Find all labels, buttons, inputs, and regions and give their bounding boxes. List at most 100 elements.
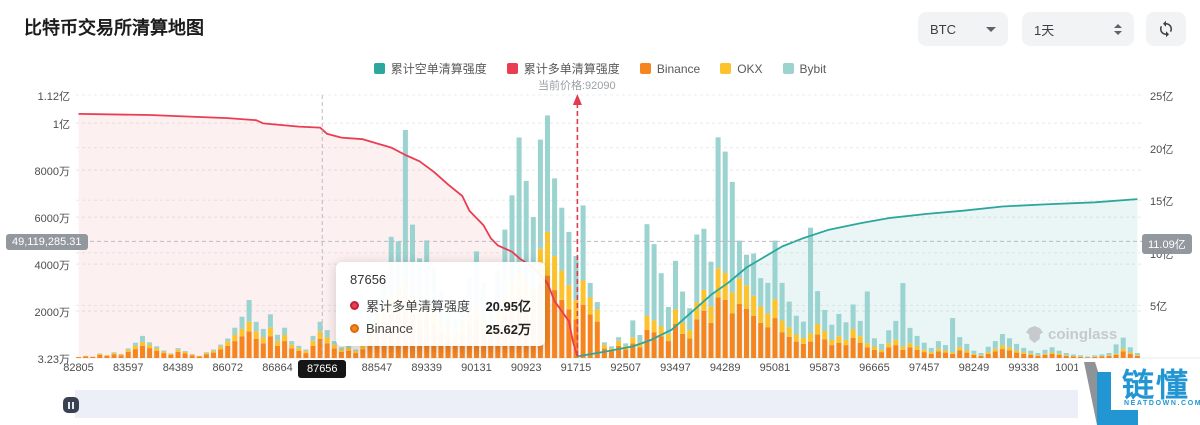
bar-segment-bybit[interactable] [985, 346, 991, 353]
bar-segment-bybit[interactable] [964, 343, 970, 351]
bar-segment-okx[interactable] [857, 336, 863, 343]
bar-segment-binance[interactable] [701, 311, 707, 358]
bar-segment-okx[interactable] [673, 309, 678, 324]
bar-segment-binance[interactable] [104, 355, 110, 358]
bar-segment-binance[interactable] [999, 349, 1005, 358]
bar-segment-okx[interactable] [267, 327, 273, 337]
bar-segment-bybit[interactable] [324, 330, 330, 338]
bar-segment-binance[interactable] [1063, 355, 1069, 358]
bar-segment-binance[interactable] [680, 333, 686, 358]
bar-segment-okx[interactable] [793, 334, 799, 342]
bar-segment-bybit[interactable] [530, 217, 536, 290]
bar-segment-binance[interactable] [871, 349, 877, 358]
bar-segment-bybit[interactable] [132, 342, 138, 346]
bar-segment-okx[interactable] [850, 329, 856, 338]
bar-segment-binance[interactable] [1035, 355, 1041, 358]
bar-segment-bybit[interactable] [708, 261, 714, 307]
bar-segment-bybit[interactable] [744, 254, 749, 286]
bar-segment-binance[interactable] [218, 349, 224, 359]
bar-segment-binance[interactable] [964, 352, 970, 358]
bar-segment-okx[interactable] [1014, 350, 1020, 353]
bar-segment-bybit[interactable] [921, 342, 927, 350]
bar-segment-bybit[interactable] [779, 282, 785, 321]
bar-segment-binance[interactable] [644, 329, 650, 358]
bar-segment-binance[interactable] [630, 343, 636, 358]
bar-segment-okx[interactable] [147, 344, 153, 349]
bar-segment-binance[interactable] [978, 355, 984, 358]
bar-segment-bybit[interactable] [552, 178, 558, 257]
bar-segment-binance[interactable] [168, 354, 174, 358]
bar-segment-okx[interactable] [594, 309, 600, 322]
bar-segment-bybit[interactable] [616, 337, 622, 341]
bar-segment-okx[interactable] [751, 295, 757, 316]
datazoom-handle[interactable] [63, 397, 79, 413]
bar-segment-bybit[interactable] [701, 228, 707, 290]
bar-segment-okx[interactable] [957, 347, 963, 351]
bar-segment-bybit[interactable] [999, 334, 1005, 346]
bar-segment-binance[interactable] [651, 332, 657, 358]
bar-segment-okx[interactable] [722, 273, 728, 300]
bar-segment-binance[interactable] [772, 318, 778, 358]
bar-segment-binance[interactable] [1078, 356, 1083, 358]
bar-segment-bybit[interactable] [637, 335, 643, 343]
bar-segment-binance[interactable] [580, 304, 586, 358]
bar-segment-binance[interactable] [452, 341, 458, 358]
bar-segment-okx[interactable] [879, 349, 885, 353]
bar-segment-bybit[interactable] [957, 337, 963, 348]
bar-segment-okx[interactable] [644, 315, 650, 330]
bar-segment-bybit[interactable] [580, 205, 586, 281]
bar-segment-binance[interactable] [310, 345, 316, 358]
bar-segment-bybit[interactable] [871, 338, 877, 347]
bar-segment-okx[interactable] [893, 339, 899, 346]
bar-segment-okx[interactable] [800, 338, 806, 344]
bar-segment-bybit[interactable] [282, 327, 288, 335]
bar-segment-binance[interactable] [1049, 354, 1055, 358]
bar-segment-bybit[interactable] [609, 346, 614, 349]
legend-item[interactable]: Bybit [782, 62, 826, 76]
bar-segment-okx[interactable] [680, 323, 686, 334]
bar-segment-okx[interactable] [616, 340, 622, 346]
bar-segment-binance[interactable] [445, 336, 451, 358]
bar-segment-okx[interactable] [694, 302, 700, 320]
bar-segment-bybit[interactable] [843, 322, 849, 340]
bar-segment-bybit[interactable] [1120, 337, 1126, 349]
bar-segment-binance[interactable] [282, 341, 288, 358]
bar-segment-binance[interactable] [985, 353, 991, 358]
bar-segment-binance[interactable] [758, 322, 764, 358]
bar-segment-bybit[interactable] [836, 313, 842, 337]
bar-segment-okx[interactable] [1127, 352, 1133, 355]
bar-segment-bybit[interactable] [218, 344, 224, 347]
bar-segment-binance[interactable] [1099, 356, 1105, 359]
bar-segment-bybit[interactable] [864, 291, 870, 344]
bar-segment-okx[interactable] [196, 355, 202, 357]
bar-segment-bybit[interactable] [765, 282, 771, 314]
bar-segment-okx[interactable] [545, 231, 550, 276]
bar-segment-okx[interactable] [935, 348, 941, 352]
bar-segment-okx[interactable] [758, 306, 764, 323]
bar-segment-okx[interactable] [1056, 353, 1062, 355]
bar-segment-okx[interactable] [218, 346, 224, 350]
bar-segment-binance[interactable] [118, 355, 124, 358]
bar-segment-okx[interactable] [950, 352, 956, 354]
bar-segment-binance[interactable] [111, 354, 117, 358]
bar-segment-okx[interactable] [985, 352, 991, 354]
bar-segment-okx[interactable] [1070, 355, 1076, 357]
bar-segment-okx[interactable] [601, 344, 607, 349]
bar-segment-binance[interactable] [658, 336, 664, 358]
bar-segment-bybit[interactable] [175, 348, 181, 350]
bar-segment-okx[interactable] [246, 321, 252, 332]
bar-segment-binance[interactable] [552, 290, 558, 358]
bar-segment-okx[interactable] [132, 346, 138, 350]
bar-segment-bybit[interactable] [978, 353, 984, 356]
bar-segment-bybit[interactable] [1028, 350, 1034, 354]
bar-segment-okx[interactable] [289, 344, 295, 349]
bar-segment-okx[interactable] [1007, 347, 1012, 351]
symbol-select[interactable]: BTC [918, 12, 1008, 46]
bar-segment-bybit[interactable] [971, 350, 977, 354]
bar-segment-binance[interactable] [594, 321, 600, 358]
bar-segment-bybit[interactable] [850, 304, 856, 330]
bar-segment-binance[interactable] [260, 343, 266, 358]
bar-segment-okx[interactable] [978, 355, 984, 356]
bar-segment-binance[interactable] [800, 343, 806, 358]
bar-segment-okx[interactable] [651, 320, 657, 333]
